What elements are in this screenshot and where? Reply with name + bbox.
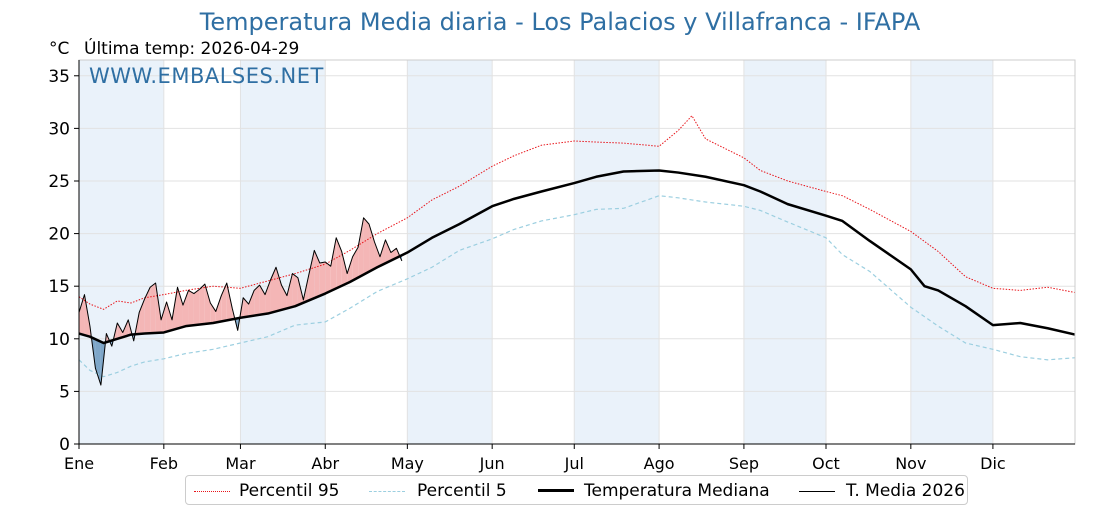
deviation-area: [363, 217, 370, 275]
legend-label-p95: Percentil 95: [239, 481, 340, 501]
deviation-area: [347, 256, 353, 284]
x-tick-label: Mar: [225, 454, 256, 473]
deviation-area: [254, 285, 260, 316]
deviation-area: [166, 301, 173, 332]
watermark: WWW.EMBALSES.NET: [89, 64, 324, 88]
deviation-area: [341, 251, 348, 286]
x-tick-label: May: [391, 454, 424, 473]
deviation-area: [369, 224, 375, 272]
x-tick-label: Jun: [479, 454, 505, 473]
x-tick-label: Abr: [311, 454, 339, 473]
unit-label: °C: [49, 39, 70, 59]
deviation-area: [379, 239, 386, 266]
last-temp-label: Última temp: 2026-04-29: [84, 39, 300, 59]
month-band: [407, 60, 493, 444]
chart-title: Temperatura Media diaria - Los Palacios …: [199, 8, 921, 36]
x-tick-label: Feb: [150, 454, 178, 473]
deviation-area: [188, 290, 194, 326]
deviation-area: [325, 261, 331, 294]
deviation-area: [308, 250, 315, 301]
month-band: [240, 60, 326, 444]
x-tick-label: Ene: [64, 454, 94, 473]
y-tick-label: 0: [59, 435, 70, 455]
deviation-area: [248, 290, 255, 317]
deviation-area: [292, 273, 298, 307]
deviation-area: [144, 287, 151, 334]
deviation-area: [95, 339, 101, 386]
legend-label-p5: Percentil 5: [417, 481, 507, 501]
x-tick-label: Dic: [980, 454, 1006, 473]
deviation-area: [79, 294, 85, 336]
x-tick-label: Nov: [895, 454, 926, 473]
deviation-area: [182, 290, 189, 327]
y-tick-label: 20: [48, 225, 70, 245]
series-current-line: [78, 217, 403, 386]
deviation-area: [161, 301, 167, 333]
x-tick-label: Sep: [729, 454, 759, 473]
deviation-area: [177, 287, 183, 329]
deviation-area: [199, 284, 205, 325]
legend-swatch-p5: [369, 491, 405, 492]
deviation-area: [319, 261, 326, 296]
deviation-area: [150, 283, 156, 334]
series-p95-line: [78, 114, 1076, 310]
y-tick-label: 35: [48, 67, 70, 87]
month-band: [910, 60, 993, 444]
deviation-area: [330, 237, 337, 291]
month-band: [79, 60, 164, 444]
deviation-area: [314, 250, 320, 299]
y-tick-label: 30: [48, 119, 70, 139]
legend-label-current: T. Media 2026: [846, 481, 965, 501]
legend-swatch-p95: [194, 491, 230, 492]
series-p5-line: [78, 195, 1076, 378]
x-tick-label: Ago: [644, 454, 675, 473]
y-tick-label: 10: [48, 330, 70, 350]
y-tick-label: 5: [59, 382, 70, 402]
series-median-line: [78, 169, 1076, 345]
deviation-area: [265, 279, 271, 314]
deviation-area: [215, 295, 222, 323]
deviation-area: [352, 247, 359, 281]
deviation-area: [117, 323, 123, 339]
deviation-area: [193, 289, 200, 326]
deviation-area: [358, 217, 364, 278]
deviation-area: [374, 242, 380, 269]
deviation-area: [281, 285, 287, 310]
deviation-area: [226, 283, 233, 321]
deviation-area: [204, 284, 211, 324]
legend: Percentil 95 Percentil 5 Temperatura Med…: [185, 475, 968, 505]
legend-label-median: Temperatura Mediana: [584, 481, 770, 501]
deviation-area: [286, 273, 293, 309]
month-band: [574, 60, 660, 444]
y-tick-label: 15: [48, 277, 70, 297]
deviation-area: [385, 239, 391, 264]
y-tick-label: 25: [48, 172, 70, 192]
x-tick-label: Jul: [564, 454, 584, 473]
legend-swatch-median: [538, 489, 574, 492]
legend-swatch-current: [799, 491, 835, 492]
deviation-area: [336, 237, 342, 289]
deviation-area: [139, 298, 145, 334]
month-band: [743, 60, 826, 444]
x-tick-label: Oct: [812, 454, 840, 473]
deviation-area: [210, 303, 216, 324]
